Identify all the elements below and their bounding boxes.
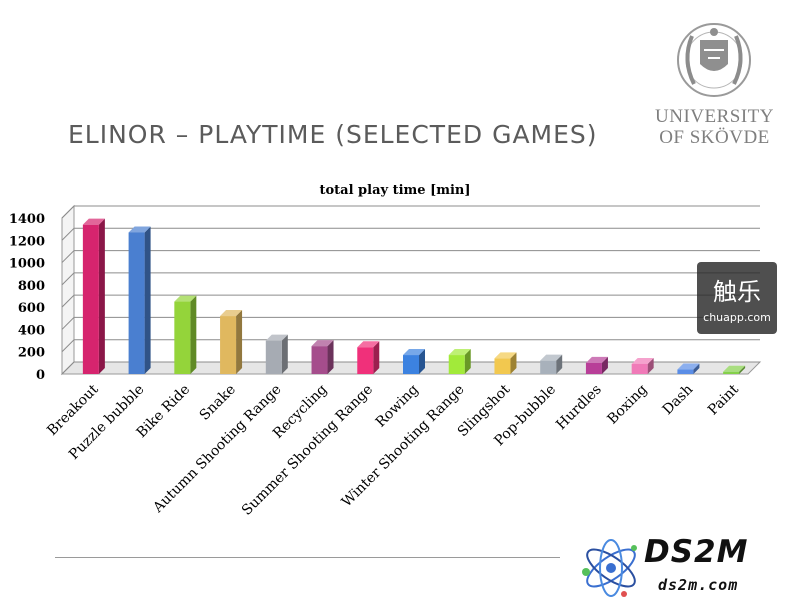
chart-y-axis: 0 200 400 600 800 1000 1200 1400: [9, 212, 45, 383]
gridline: [61, 361, 760, 375]
y-tick-label: 600: [18, 301, 45, 316]
ds2m-site: ds2m.com: [658, 576, 739, 594]
bar: [540, 354, 563, 374]
playtime-chart: total play time [min] 0 200 400 600 800 1000 1…: [9, 183, 762, 519]
bar: [220, 310, 243, 374]
bar: [448, 349, 471, 374]
university-seal-icon: [677, 23, 751, 97]
bar: [357, 341, 380, 374]
bar: [82, 218, 105, 374]
y-tick-label: 400: [18, 323, 45, 338]
x-category-label: Snake: [197, 382, 239, 424]
watermark-sub: chuapp.com: [703, 311, 771, 324]
bar: [494, 352, 517, 374]
bar: [585, 356, 608, 374]
bar: [677, 363, 700, 374]
x-category-label: Hurdles: [553, 382, 604, 433]
chart-bars: [82, 218, 746, 374]
slide-title: ELINOR – PLAYTIME (SELECTED GAMES): [68, 120, 598, 149]
ds2m-brand: DS2M: [644, 534, 749, 570]
gridline: [61, 294, 760, 308]
gridline: [61, 339, 760, 353]
bar: [265, 334, 288, 374]
gridline: [61, 250, 760, 263]
ds2m-logo: DS2M ds2m.com: [578, 532, 788, 602]
x-category-label: Paint: [705, 381, 742, 418]
bar: [311, 340, 334, 374]
gridline: [61, 272, 760, 286]
logo-text-university: UNIVERSITY: [655, 106, 774, 127]
y-tick-label: 1200: [9, 234, 45, 249]
atom-icon: [582, 539, 637, 597]
gridline: [61, 227, 760, 241]
chart-grid: [60, 204, 762, 376]
y-tick-label: 800: [18, 279, 45, 294]
y-tick-label: 0: [36, 368, 45, 383]
chuapp-watermark: 触乐 chuapp.com: [697, 262, 777, 334]
gridline: [61, 205, 760, 219]
bar: [723, 365, 746, 374]
gridline: [61, 316, 760, 330]
university-logo: UNIVERSITY OF SKÖVDE: [652, 18, 777, 148]
footer-divider: [55, 557, 560, 558]
y-tick-label: 1400: [9, 212, 45, 227]
x-category-label: Dash: [660, 382, 697, 419]
bar: [403, 349, 425, 374]
logo-text-skovde: OF SKÖVDE: [659, 127, 770, 148]
chart-side-wall: [61, 204, 75, 376]
chart-title: total play time [min]: [319, 183, 470, 198]
y-tick-label: 1000: [9, 257, 45, 272]
bar: [128, 226, 151, 374]
watermark-main: 触乐: [713, 278, 761, 306]
y-tick-label: 200: [18, 346, 45, 361]
bar: [174, 295, 197, 374]
x-category-label: Boxing: [604, 381, 650, 427]
bar: [631, 357, 654, 374]
